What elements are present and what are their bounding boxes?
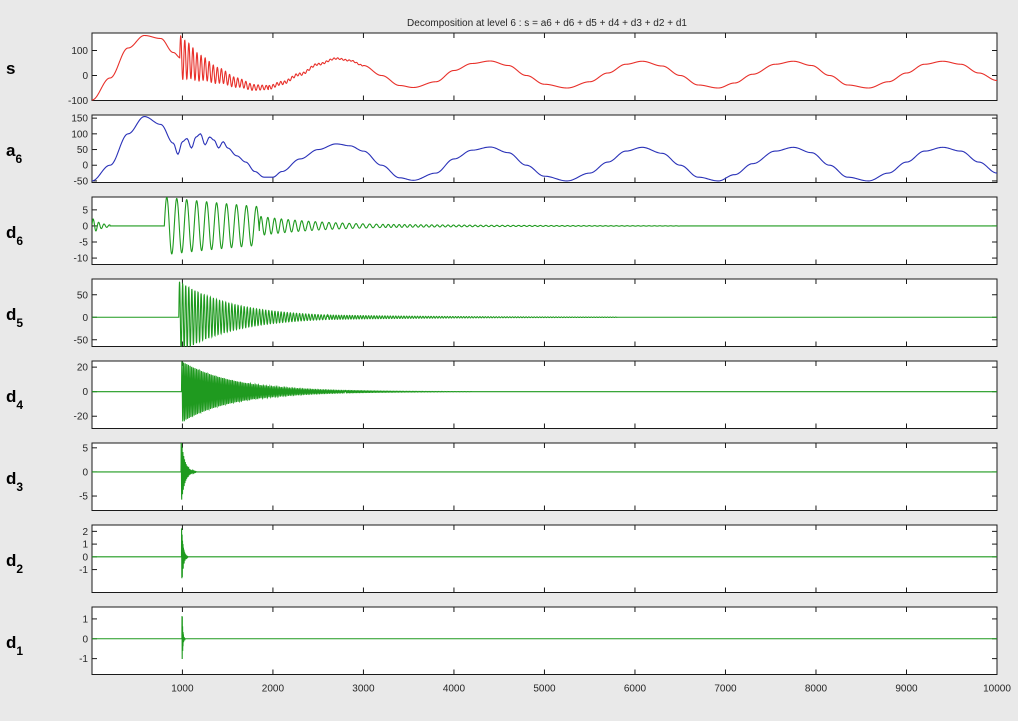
x-axis: 1000 2000 3000 4000 5000 6000 7000 8000 9000 1000…: [171, 684, 1011, 695]
row-label-a6: a6: [6, 141, 22, 166]
row-label-subscript: 3: [16, 480, 23, 494]
y-tick-label: 0: [82, 313, 88, 324]
row-label-s: s: [6, 59, 15, 78]
y-tick-label: 100: [71, 129, 88, 140]
y-tick-label: 0: [82, 161, 88, 172]
y-tick-label: -10: [74, 254, 89, 265]
plot-area-a6: [91, 114, 998, 183]
subplot-stack: -1000100s-50050100150a6-10-505d6-50050d5…: [6, 32, 998, 675]
y-tick-label: -100: [68, 96, 88, 107]
y-tick-label: -5: [79, 238, 88, 249]
x-tick-label: 6000: [624, 684, 647, 695]
series-line-d6: [92, 197, 997, 255]
subplot-d4: -20 0 20 d4: [6, 360, 998, 429]
row-label-d5: d5: [6, 305, 23, 330]
plot-area-s: [91, 32, 998, 101]
row-label-subscript: 4: [16, 398, 23, 412]
y-tick-label: 150: [71, 114, 88, 125]
subplot-d3: -5 0 5 d3: [6, 442, 998, 511]
row-label-letter: d: [6, 551, 16, 570]
x-tick-label: 3000: [352, 684, 375, 695]
y-tick-label: -50: [74, 176, 89, 187]
series-line-a6: [92, 116, 997, 182]
x-tick-label: 8000: [805, 684, 828, 695]
subplot-s: -100 0 100 s: [6, 32, 998, 107]
x-tick-label: 5000: [533, 684, 556, 695]
row-label-subscript: 2: [16, 562, 23, 576]
series-line-d5: [92, 281, 997, 347]
y-tick-label: -20: [74, 412, 89, 423]
y-tick-label: 5: [82, 443, 88, 454]
y-tick-label: -50: [74, 335, 89, 346]
row-label-letter: a: [6, 141, 16, 160]
plot-area-d1: [91, 606, 998, 675]
row-label-letter: d: [6, 305, 16, 324]
series-line-d4: [92, 361, 997, 422]
y-tick-label: 0: [82, 634, 88, 645]
row-label-subscript: 6: [15, 152, 22, 166]
series-line-d1: [92, 616, 997, 660]
series-line-d3: [92, 443, 997, 500]
plot-area-d6: [91, 196, 998, 265]
y-tick-label: 1: [82, 540, 88, 551]
series-line-d2: [92, 528, 997, 579]
subplot-d6: -10 -5 0 5 d6: [6, 196, 998, 265]
y-tick-label: 1: [82, 614, 88, 625]
plot-area-d3: [91, 442, 998, 511]
x-tick-label: 9000: [895, 684, 918, 695]
subplot-d5: -50 0 50 d5: [6, 278, 998, 347]
row-label-d4: d4: [6, 387, 23, 412]
x-tick-label: 2000: [262, 684, 285, 695]
x-tick-label: 7000: [714, 684, 737, 695]
x-tick-label: 4000: [443, 684, 466, 695]
row-label-d2: d2: [6, 551, 23, 576]
y-tick-label: 0: [82, 552, 88, 563]
y-tick-label: -1: [79, 565, 88, 576]
row-label-subscript: 6: [16, 234, 23, 248]
y-tick-label: 2: [82, 527, 88, 538]
y-tick-label: 0: [82, 71, 88, 82]
subplot-a6: -50 0 50 100 150 a6: [6, 114, 998, 187]
y-tick-label: 50: [77, 290, 89, 301]
row-label-d3: d3: [6, 469, 23, 494]
row-label-d1: d1: [6, 633, 23, 658]
x-tick-label: 1000: [171, 684, 194, 695]
y-tick-label: 100: [71, 46, 88, 57]
row-label-letter: d: [6, 387, 16, 406]
plot-area-d2: [91, 524, 998, 593]
x-tick-label: 10000: [983, 684, 1011, 695]
y-tick-label: 20: [77, 363, 89, 374]
row-label-letter: d: [6, 223, 16, 242]
row-label-letter: s: [6, 59, 15, 78]
row-label-d6: d6: [6, 223, 23, 248]
row-label-letter: d: [6, 469, 16, 488]
series-line-s: [92, 34, 997, 101]
plot-area-d5: [91, 278, 998, 347]
row-label-subscript: 5: [16, 316, 23, 330]
y-tick-label: -5: [79, 492, 88, 503]
chart-title: Decomposition at level 6 : s = a6 + d6 +…: [407, 18, 687, 29]
y-tick-label: 0: [82, 221, 88, 232]
y-tick-label: 50: [77, 145, 89, 156]
y-tick-label: 5: [82, 205, 88, 216]
row-label-subscript: 1: [16, 644, 23, 658]
y-tick-label: 0: [82, 467, 88, 478]
y-tick-label: 0: [82, 387, 88, 398]
y-tick-label: -1: [79, 654, 88, 665]
row-label-letter: d: [6, 633, 16, 652]
